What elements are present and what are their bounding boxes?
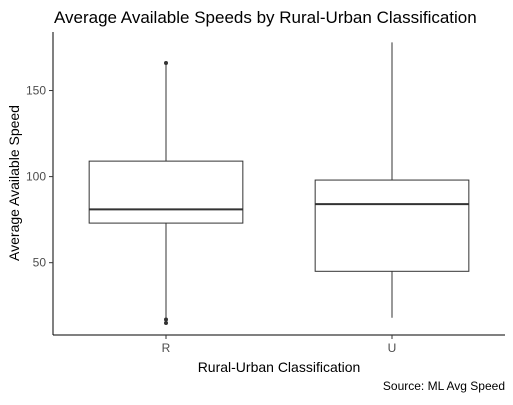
y-tick-label: 100 [26,170,46,184]
boxes-layer [88,42,470,325]
y-axis-title: Average Available Speed [6,105,22,261]
x-tick-label: R [162,341,171,355]
chart-caption: Source: ML Avg Speed [383,379,505,393]
box-group-r [88,60,244,325]
outlier-point [164,60,168,65]
y-tick-label: 50 [33,256,47,270]
y-axis: 50 100 150 [26,32,54,335]
box-group-u [314,42,470,318]
x-axis-title: Rural-Urban Classification [198,359,361,375]
chart-title: Average Available Speeds by Rural-Urban … [54,8,477,27]
x-tick-label: U [388,341,397,355]
iqr-box [314,179,470,272]
iqr-box [88,160,244,224]
y-tick-label: 150 [26,84,46,98]
outlier-point [164,320,168,325]
outlier-point [164,317,168,322]
